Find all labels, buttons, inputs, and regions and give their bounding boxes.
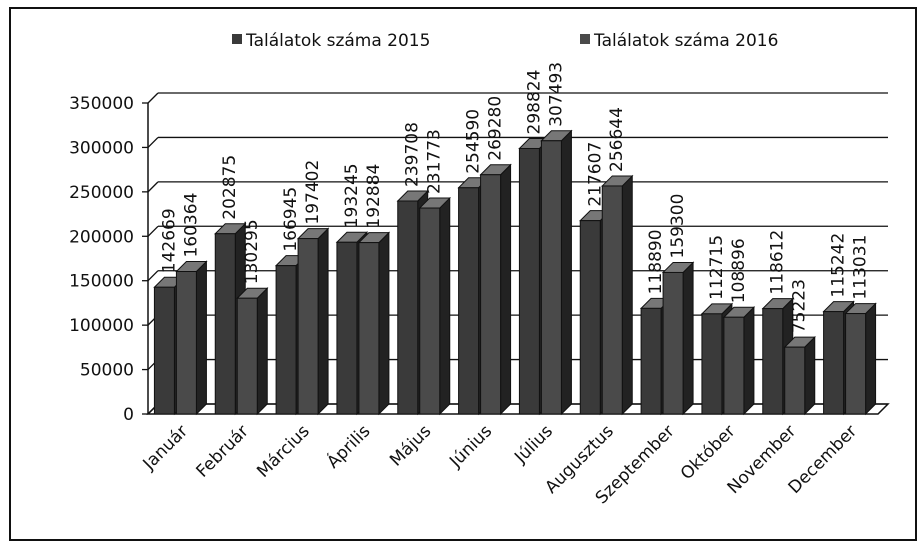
legend-label: Találatok száma 2015 — [245, 31, 430, 51]
bar — [579, 220, 601, 415]
bar — [236, 297, 258, 415]
data-label: 115242 — [829, 233, 849, 298]
bar-side — [317, 227, 329, 416]
y-tick-label: 50000 — [80, 361, 134, 381]
data-label: 118612 — [768, 230, 788, 295]
bar-side — [682, 261, 694, 416]
x-tick-label: Május — [386, 421, 435, 470]
bar — [419, 207, 441, 415]
bar-side — [865, 302, 877, 416]
bar — [845, 313, 867, 415]
data-label: 193245 — [342, 163, 362, 228]
x-tick-label: Július — [510, 421, 557, 468]
bar — [458, 187, 480, 415]
bar — [358, 242, 380, 415]
bar — [723, 316, 745, 415]
grid-line-depth — [147, 270, 159, 282]
bar — [662, 271, 684, 415]
bar — [214, 233, 236, 415]
bar-side — [195, 260, 207, 416]
chart-border — [9, 7, 917, 541]
bar-side — [743, 306, 755, 416]
y-tick-label: 0 — [123, 405, 134, 425]
data-label: 254590 — [464, 109, 484, 174]
y-tick-label: 100000 — [69, 316, 134, 336]
data-label: 192884 — [364, 164, 384, 229]
data-label: 217607 — [585, 142, 605, 207]
x-tick-label: Április — [322, 420, 375, 473]
bar-side — [560, 129, 572, 416]
grid-line-depth — [147, 225, 159, 237]
bar — [480, 174, 502, 415]
bar-side — [439, 196, 451, 416]
data-label: 239708 — [403, 122, 423, 187]
bar — [336, 241, 358, 415]
x-tick-label: Január — [139, 421, 192, 474]
y-tick-label: 150000 — [69, 272, 134, 292]
legend-swatch — [232, 34, 242, 44]
data-label: 112715 — [707, 235, 727, 300]
bar — [153, 286, 175, 415]
data-label: 256644 — [607, 107, 627, 172]
x-tick-label: Október — [677, 421, 740, 484]
data-label: 108896 — [729, 238, 749, 303]
bar — [784, 346, 806, 415]
data-label: 269280 — [486, 96, 506, 161]
bar-side — [804, 335, 816, 416]
bar — [640, 307, 662, 415]
grid-line-depth — [147, 92, 159, 104]
data-label: 113031 — [851, 235, 871, 300]
data-label: 142669 — [159, 208, 179, 273]
bar — [175, 271, 197, 415]
bar — [601, 185, 623, 415]
x-tick-label: Március — [253, 421, 313, 481]
bar — [762, 308, 784, 415]
data-label: 130295 — [242, 219, 262, 284]
bar-side — [378, 231, 390, 416]
data-label: 307493 — [546, 62, 566, 127]
bar-side — [621, 174, 633, 416]
bar — [701, 313, 723, 415]
data-label: 159300 — [668, 194, 688, 259]
bar — [297, 238, 319, 415]
bar — [397, 200, 419, 415]
bar-side — [500, 163, 512, 416]
y-tick-label: 350000 — [69, 94, 134, 114]
data-label: 166945 — [281, 187, 301, 252]
grid-line-depth — [147, 136, 159, 148]
data-label: 202875 — [220, 155, 240, 220]
bar — [275, 265, 297, 415]
bar-side — [256, 287, 268, 416]
data-label: 231773 — [425, 129, 445, 194]
data-label: 197402 — [303, 160, 323, 225]
data-label: 118890 — [646, 229, 666, 294]
data-label: 298824 — [524, 70, 544, 135]
bar — [518, 147, 540, 415]
grid-line-depth — [147, 181, 159, 193]
x-tick-label: Február — [192, 421, 252, 481]
data-label: 75223 — [790, 279, 810, 333]
y-tick-label: 300000 — [69, 138, 134, 158]
data-label: 160364 — [181, 193, 201, 258]
legend-label: Találatok száma 2016 — [593, 31, 778, 51]
bar — [540, 140, 562, 415]
y-tick-label: 200000 — [69, 227, 134, 247]
bar — [823, 311, 845, 415]
y-tick-label: 250000 — [69, 183, 134, 203]
legend-swatch — [580, 34, 590, 44]
x-tick-label: Június — [445, 421, 496, 472]
